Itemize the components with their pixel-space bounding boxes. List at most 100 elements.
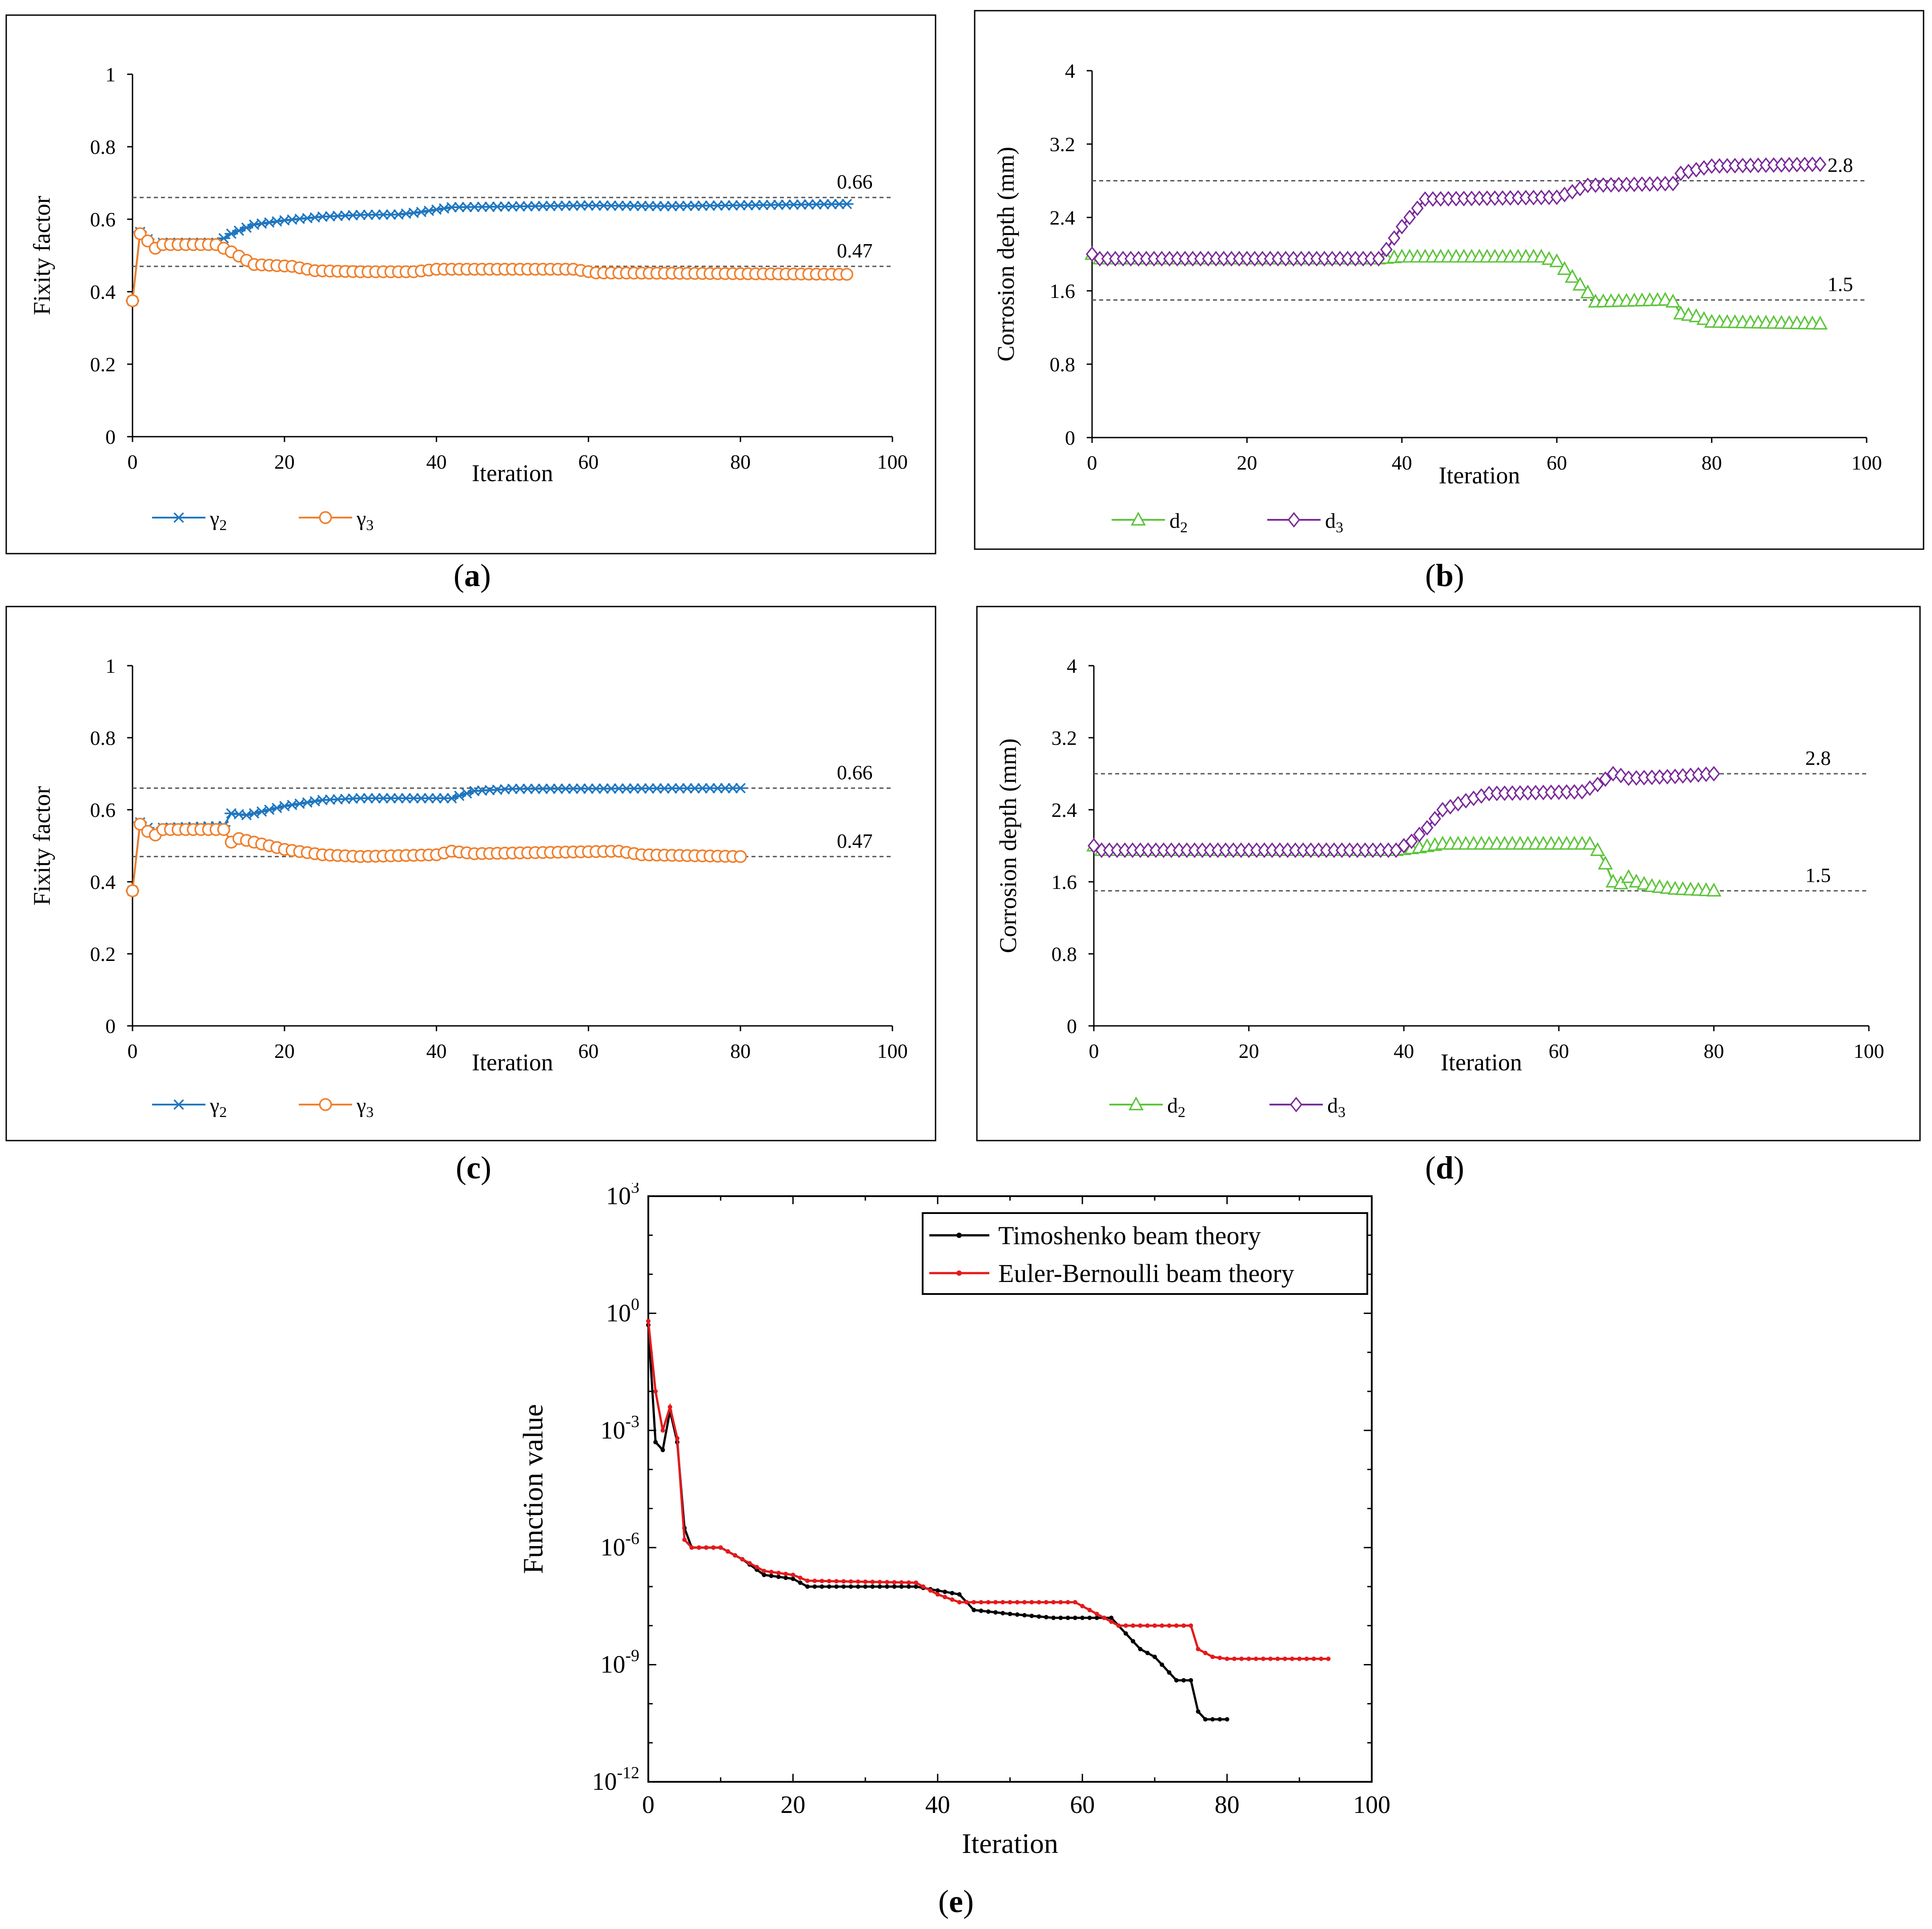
data-point xyxy=(217,823,230,836)
x-tick-label: 20 xyxy=(274,450,295,473)
data-point xyxy=(1665,293,1681,308)
y-tick-label: 4 xyxy=(1065,60,1075,82)
y-tick-exponent: -12 xyxy=(617,1764,639,1782)
x-tick-label: 80 xyxy=(1703,1040,1724,1062)
legend-label: d3 xyxy=(1327,1094,1346,1121)
data-point xyxy=(935,1592,940,1597)
data-point xyxy=(1189,1623,1193,1628)
data-point xyxy=(1590,842,1605,856)
y-tick-label: 0.4 xyxy=(90,281,116,303)
data-point xyxy=(711,1545,716,1550)
panel-frame xyxy=(976,606,1921,1141)
data-point xyxy=(972,1608,976,1612)
data-point xyxy=(1167,1670,1172,1675)
x-tick-label: 80 xyxy=(730,450,751,473)
y-tick-label: 10-3 xyxy=(600,1412,639,1444)
data-point xyxy=(798,1575,803,1580)
caption-close: ) xyxy=(1454,1150,1465,1186)
caption-letter: d xyxy=(1435,1150,1454,1186)
data-point xyxy=(1029,1613,1034,1618)
data-point xyxy=(1667,176,1679,192)
data-point xyxy=(1549,253,1565,267)
data-point xyxy=(762,1572,767,1577)
data-point xyxy=(696,1545,701,1550)
x-tick-label: 20 xyxy=(274,1040,295,1062)
x-tick-label: 40 xyxy=(1394,1040,1414,1062)
legend-marker xyxy=(1287,512,1301,528)
data-point xyxy=(653,1440,658,1445)
chart-panel-b: 00.81.62.43.240 20 40 60 80 100IterationCorro… xyxy=(974,10,1924,550)
data-point xyxy=(957,1600,962,1605)
data-point xyxy=(1591,776,1604,792)
data-point xyxy=(1160,1623,1165,1628)
data-point xyxy=(812,1584,817,1589)
caption-close: ) xyxy=(480,558,491,593)
data-point xyxy=(1138,1623,1143,1628)
chart-panel-d: 00.81.62.43.240 20 40 60 80 100IterationCorro… xyxy=(976,606,1921,1141)
data-point xyxy=(1145,1623,1150,1628)
y-tick-label: 0 xyxy=(1065,426,1075,449)
data-point xyxy=(1210,1655,1215,1660)
data-point xyxy=(791,1576,795,1581)
data-point xyxy=(1131,1639,1136,1644)
data-point xyxy=(979,1600,984,1605)
data-point xyxy=(935,1588,940,1593)
data-point xyxy=(1217,1717,1222,1722)
data-point xyxy=(1044,1600,1048,1605)
data-point xyxy=(1008,1612,1012,1616)
y-tick-label: 1 xyxy=(105,655,116,677)
data-point xyxy=(1246,1656,1251,1661)
caption-a: (a) xyxy=(454,557,491,594)
x-tick-label: 40 xyxy=(426,450,447,473)
data-point xyxy=(1696,311,1712,325)
data-point xyxy=(1232,1656,1237,1661)
y-tick-exponent: 3 xyxy=(631,1183,639,1197)
y-tick-label: 0 xyxy=(105,426,116,448)
data-point xyxy=(126,884,139,897)
data-point xyxy=(1065,1616,1070,1620)
y-tick-label: 0.6 xyxy=(90,208,116,231)
x-axis-label: Iteration xyxy=(962,1828,1058,1859)
data-point xyxy=(870,1579,875,1584)
y-axis-label: Corrosion depth (mm) xyxy=(995,739,1021,953)
x-tick-label: 60 xyxy=(1070,1791,1095,1819)
x-tick-label: 100 xyxy=(1852,451,1882,474)
data-point xyxy=(863,1579,868,1584)
data-point xyxy=(682,1537,687,1542)
data-point xyxy=(1189,1678,1193,1683)
data-point xyxy=(1152,1623,1157,1628)
data-point xyxy=(906,1584,911,1589)
data-point xyxy=(755,1565,759,1570)
x-tick-label: 80 xyxy=(1215,1791,1240,1819)
plot-area: 00.81.62.43.240 20 40 60 80 100IterationCorro… xyxy=(995,655,1884,1121)
data-point xyxy=(1282,1656,1287,1661)
y-tick-label: 0.6 xyxy=(90,799,116,821)
data-point xyxy=(1428,811,1441,827)
data-point xyxy=(1598,856,1613,870)
plot-area: 0 0.2 0.4 0.6 0.8 1 0 20 40 60 80 100 Iteration Fixit… xyxy=(28,63,908,534)
panel-frame xyxy=(974,10,1924,550)
x-tick-label: 60 xyxy=(578,1040,598,1062)
data-point xyxy=(1290,1656,1295,1661)
caption-close: ) xyxy=(480,1150,491,1186)
data-point xyxy=(1109,1616,1114,1620)
series-1 xyxy=(1087,766,1720,858)
y-tick-label: 0 xyxy=(1067,1015,1077,1037)
data-point xyxy=(141,234,154,248)
data-point xyxy=(1572,277,1588,291)
y-tick-label: 1.6 xyxy=(1050,280,1076,302)
data-point xyxy=(1167,1623,1172,1628)
data-point xyxy=(769,1573,774,1578)
data-point xyxy=(1403,209,1416,225)
data-point xyxy=(133,817,147,831)
data-point xyxy=(986,1609,991,1614)
y-tick-label: 2.4 xyxy=(1050,206,1076,229)
legend-marker xyxy=(319,511,332,524)
y-tick-exponent: -3 xyxy=(625,1412,639,1431)
y-axis-label: Fixity factor xyxy=(28,786,55,905)
data-point xyxy=(667,1405,672,1410)
data-point xyxy=(1395,219,1408,235)
x-axis-label: Iteration xyxy=(472,460,553,486)
data-point xyxy=(848,1579,853,1584)
data-point xyxy=(1181,1623,1186,1628)
